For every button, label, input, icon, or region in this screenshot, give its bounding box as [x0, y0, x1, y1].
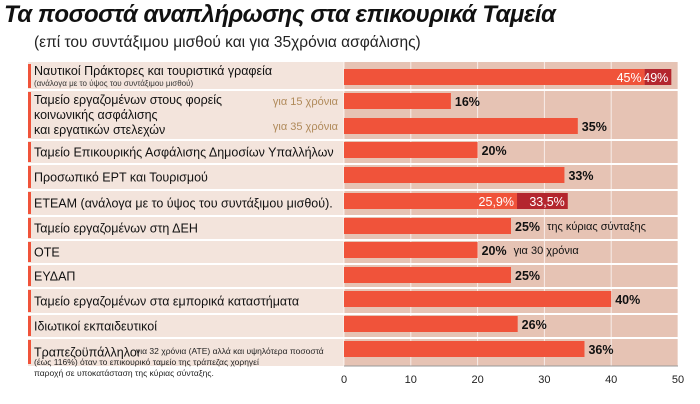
x-tick-label: 50: [672, 374, 684, 386]
bar: [344, 291, 612, 307]
row-label: και εργατικών στελεχών: [34, 123, 165, 137]
row-marker: [28, 242, 31, 262]
row-note: για 32 χρόνια (ΑΤΕ) αλλά και υψηλότερα π…: [136, 346, 324, 356]
row-marker: [28, 92, 31, 138]
row-label: Προσωπικό ΕΡΤ και Τουρισμού: [34, 171, 208, 185]
row-label: Ταμείο εργαζομένων στους φορείς: [34, 93, 222, 107]
data-label: 33,5%: [529, 195, 564, 209]
bar: [344, 316, 518, 332]
row-label: Τραπεζοϋπάλληλοι: [34, 346, 140, 360]
bar-note: για 30 χρόνια: [514, 245, 580, 257]
row-marker: [28, 64, 31, 88]
data-label: 36%: [588, 343, 613, 357]
bar: [344, 242, 478, 258]
data-label: 26%: [522, 318, 547, 332]
x-tick-label: 0: [341, 374, 347, 386]
bar: [344, 69, 645, 85]
x-tick-label: 30: [538, 374, 550, 386]
row-marker: [28, 266, 31, 286]
row-marker: [28, 290, 31, 312]
data-label: 25%: [515, 220, 540, 234]
bar: [344, 218, 511, 234]
row-note: (έως 116%) όταν το επικουρικό ταμείο της…: [34, 357, 259, 367]
bar: [344, 167, 565, 183]
x-tick-label: 10: [405, 374, 417, 386]
plot-panel: [344, 62, 678, 366]
row-marker: [28, 316, 31, 336]
data-label: 20%: [482, 244, 507, 258]
row-label: κοινωνικής ασφάλισης: [34, 108, 158, 122]
bar-note: για 15 χρόνια: [273, 96, 339, 108]
data-label: 49%: [643, 71, 668, 85]
row-label: Ναυτικοί Πράκτορες και τουριστικά γραφεί…: [34, 64, 272, 78]
bar-note: για 35 χρόνια: [273, 121, 339, 133]
bar: [344, 341, 585, 357]
row-label: Ταμείο Επικουρικής Ασφάλισης Δημοσίων Υπ…: [34, 146, 334, 160]
row-label: ΕΤΕΑΜ (ανάλογα με το ύψος του συντάξιμου…: [34, 197, 333, 211]
row-label: ΕΥΔΑΠ: [34, 270, 75, 284]
row-marker: [28, 218, 31, 238]
data-label: 25%: [515, 269, 540, 283]
row-label: ΟΤΕ: [34, 246, 60, 260]
row-sublabel: (ανάλογα με το ύψος του συντάξιμου μισθο…: [34, 79, 194, 88]
data-label: 35%: [582, 120, 607, 134]
x-tick-label: 40: [605, 374, 617, 386]
bar: [517, 193, 568, 209]
row-marker: [28, 142, 31, 162]
row-marker: [28, 192, 31, 214]
data-label: 25,9%: [479, 195, 514, 209]
bar: [644, 69, 672, 85]
row-label: Ταμείο εργαζομένων στα εμπορικά καταστήμ…: [34, 295, 299, 309]
data-label: 40%: [615, 293, 640, 307]
bar: [344, 267, 511, 283]
x-tick-label: 20: [471, 374, 483, 386]
row-note: παροχή σε υποκατάσταση της κύριας σύνταξ…: [34, 368, 214, 378]
bar: [344, 193, 518, 209]
data-label: 20%: [482, 144, 507, 158]
row-label: Ιδιωτικοί εκπαιδευτικοί: [34, 320, 157, 334]
data-label: 33%: [568, 169, 593, 183]
label-panel: [28, 62, 344, 366]
data-label: 45%: [617, 71, 642, 85]
row-label: Ταμείο εργαζομένων στη ΔΕΗ: [34, 222, 198, 236]
chart-title: Τα ποσοστά αναπλήρωσης στα επικουρικά Τα…: [4, 1, 556, 28]
row-marker: [28, 166, 31, 188]
data-label: 16%: [455, 95, 480, 109]
row-marker: [28, 340, 31, 364]
bar: [344, 93, 451, 109]
bar: [344, 118, 578, 134]
bar: [344, 142, 478, 158]
chart-subtitle: (επί του συντάξιμου μισθού και για 35χρό…: [34, 34, 421, 51]
bar-note: της κύριας σύνταξης: [547, 221, 646, 233]
